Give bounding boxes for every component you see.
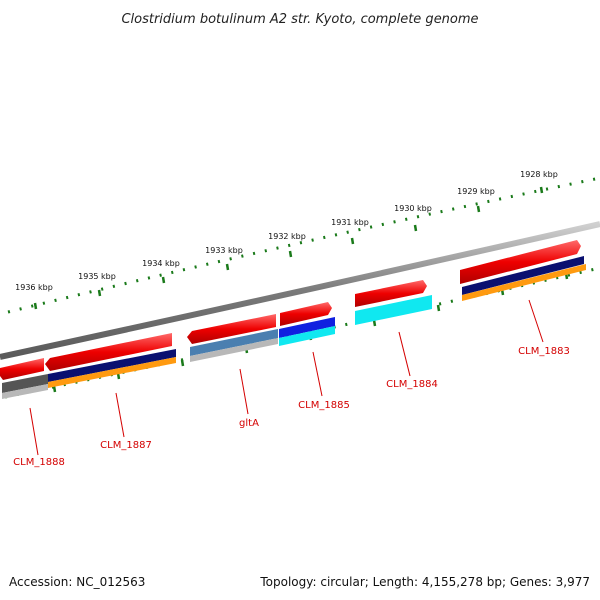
leader-clm-1887 xyxy=(115,392,125,438)
band-navy-1 xyxy=(48,349,176,382)
scale-label-1932: 1932 kbp xyxy=(268,232,306,241)
accession-text: Accession: NC_012563 xyxy=(9,575,145,589)
scale-label-1928: 1928 kbp xyxy=(520,170,558,179)
scale-label-1929: 1929 kbp xyxy=(457,187,495,196)
feature-bands xyxy=(2,256,586,399)
scale-labels: 1936 kbp 1935 kbp 1934 kbp 1933 kbp 1932… xyxy=(15,170,558,292)
scale-label-1936: 1936 kbp xyxy=(15,283,53,292)
leader-clm-1888 xyxy=(29,407,39,456)
gene-arrow-clm-1883 xyxy=(460,240,581,284)
gene-labels: CLM_1888 CLM_1887 gltA CLM_1885 CLM_1884… xyxy=(13,346,570,468)
leader-clm-1883 xyxy=(528,299,544,343)
scale-label-1931: 1931 kbp xyxy=(331,218,369,227)
gene-label-clm-1885: CLM_1885 xyxy=(298,400,350,411)
scale-label-1933: 1933 kbp xyxy=(205,246,243,255)
band-light-gray-1 xyxy=(2,384,48,399)
outer-scale xyxy=(7,176,600,314)
gene-label-clm-1883: CLM_1883 xyxy=(518,346,570,357)
band-navy-2 xyxy=(462,256,584,295)
band-light-gray-2 xyxy=(190,338,278,362)
label-leaders xyxy=(29,299,544,456)
band-cyan-1 xyxy=(279,326,335,346)
leader-clm-1885 xyxy=(312,351,323,397)
band-cyan-2 xyxy=(355,295,432,325)
band-orange-2 xyxy=(462,264,586,301)
band-blue xyxy=(279,317,335,338)
band-dark-gray-1 xyxy=(2,374,48,393)
forward-genes xyxy=(0,240,581,380)
map-title: Clostridium botulinum A2 str. Kyoto, com… xyxy=(121,12,478,27)
leader-gltA xyxy=(239,368,249,415)
outer-scale-major-ticks xyxy=(33,186,544,310)
scale-label-1934: 1934 kbp xyxy=(142,259,180,268)
gene-arrow-clm-1885 xyxy=(280,302,332,326)
band-steel-blue xyxy=(190,329,278,356)
gene-arrow-clm-1884 xyxy=(355,280,427,307)
gene-label-clm-1887: CLM_1887 xyxy=(100,440,152,451)
gene-label-clm-1888: CLM_1888 xyxy=(13,457,65,468)
leader-clm-1884 xyxy=(398,331,411,377)
gene-label-clm-1884: CLM_1884 xyxy=(386,379,438,390)
outer-scale-dots xyxy=(7,176,600,314)
gene-arrow-clm-1887 xyxy=(45,333,172,371)
gene-label-gltA: gltA xyxy=(239,418,259,429)
gene-arrow-clm-1888 xyxy=(0,358,44,380)
gene-arrow-gltA xyxy=(187,314,276,344)
scale-label-1935: 1935 kbp xyxy=(78,272,116,281)
scale-label-1930: 1930 kbp xyxy=(394,204,432,213)
genome-summary-text: Topology: circular; Length: 4,155,278 bp… xyxy=(259,575,590,589)
band-orange-1 xyxy=(48,357,176,388)
genome-backbone xyxy=(0,221,600,360)
